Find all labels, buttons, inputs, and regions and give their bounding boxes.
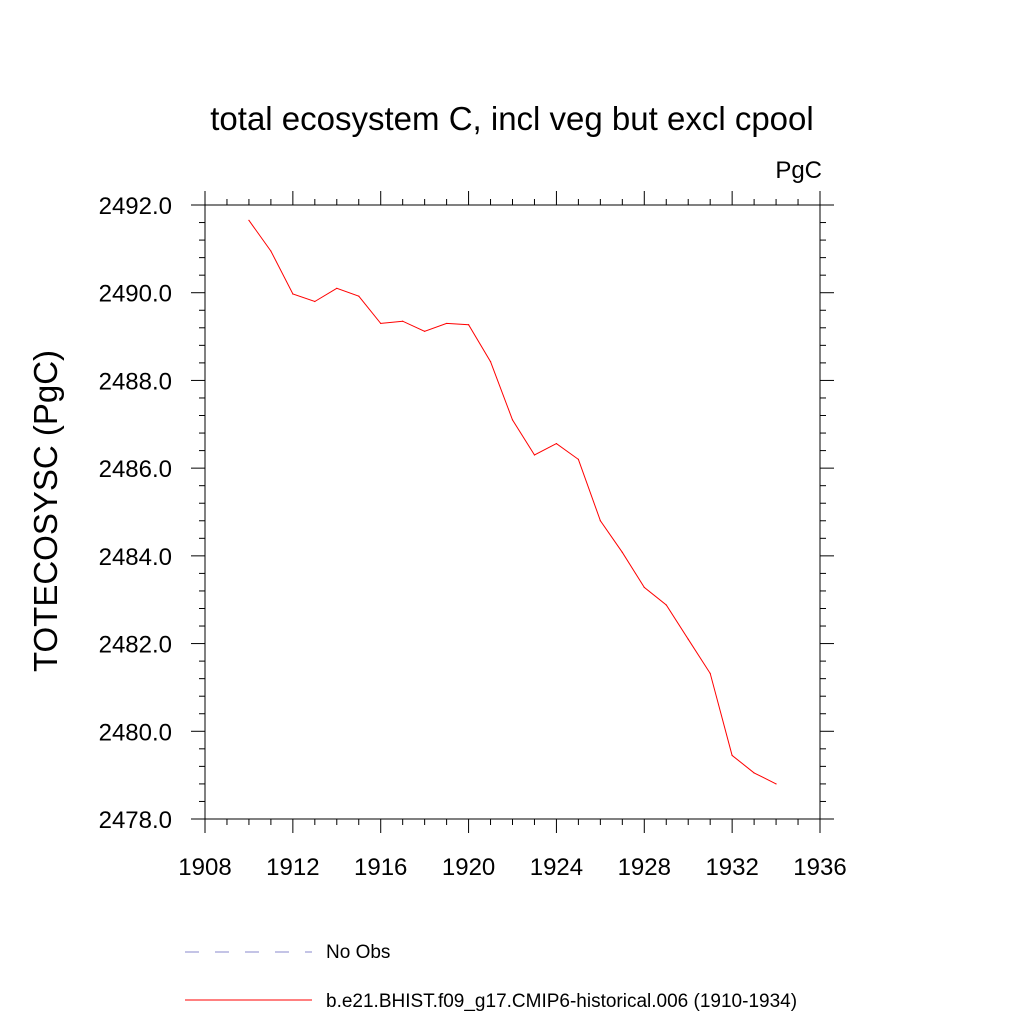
data-point: [270, 250, 272, 252]
data-point: [292, 293, 294, 295]
x-tick-label: 1928: [618, 854, 671, 881]
x-tick-label: 1908: [178, 854, 231, 881]
data-point: [314, 300, 316, 303]
y-tick-label: 2486.0: [99, 456, 172, 483]
data-point: [402, 320, 404, 322]
data-point: [511, 419, 514, 421]
units-label: PgC: [775, 157, 822, 184]
y-tick-label: 2482.0: [99, 632, 172, 659]
data-point: [753, 772, 755, 774]
y-tick-label: 2484.0: [99, 544, 172, 571]
data-point: [248, 219, 250, 221]
data-point: [577, 458, 579, 460]
x-tick-label: 1912: [266, 854, 319, 881]
legend-label-no-obs: No Obs: [326, 942, 391, 963]
data-point: [665, 604, 667, 606]
data-point: [533, 454, 536, 456]
x-tick-label: 1920: [442, 854, 495, 881]
legend-label-model: b.e21.BHIST.f09_g17.CMIP6-historical.006…: [326, 991, 798, 1012]
data-point: [467, 324, 470, 326]
data-point: [599, 520, 601, 522]
chart-title: total ecosystem C, incl veg but excl cpo…: [210, 100, 814, 137]
data-point: [643, 586, 645, 589]
y-tick-label: 2488.0: [99, 368, 172, 395]
data-point: [446, 322, 448, 325]
data-point: [709, 672, 711, 674]
data-point: [731, 754, 733, 757]
y-tick-label: 2492.0: [99, 193, 172, 220]
data-point: [621, 551, 623, 553]
data-point: [775, 783, 777, 785]
plot-frame: [204, 204, 821, 820]
x-tick-label: 1932: [705, 854, 758, 881]
data-point: [336, 287, 338, 289]
data-point: [489, 360, 492, 363]
data-point: [424, 330, 426, 332]
x-tick-label: 1916: [354, 854, 407, 881]
y-tick-label: 2478.0: [99, 807, 172, 834]
data-point: [380, 322, 382, 325]
x-tick-label: 1936: [793, 854, 846, 881]
y-tick-label: 2480.0: [99, 719, 172, 746]
data-point: [555, 442, 558, 445]
data-point: [687, 638, 689, 640]
data-point: [358, 295, 360, 297]
series-line: [248, 220, 777, 785]
x-tick-label: 1924: [530, 854, 583, 881]
y-tick-label: 2490.0: [99, 281, 172, 308]
